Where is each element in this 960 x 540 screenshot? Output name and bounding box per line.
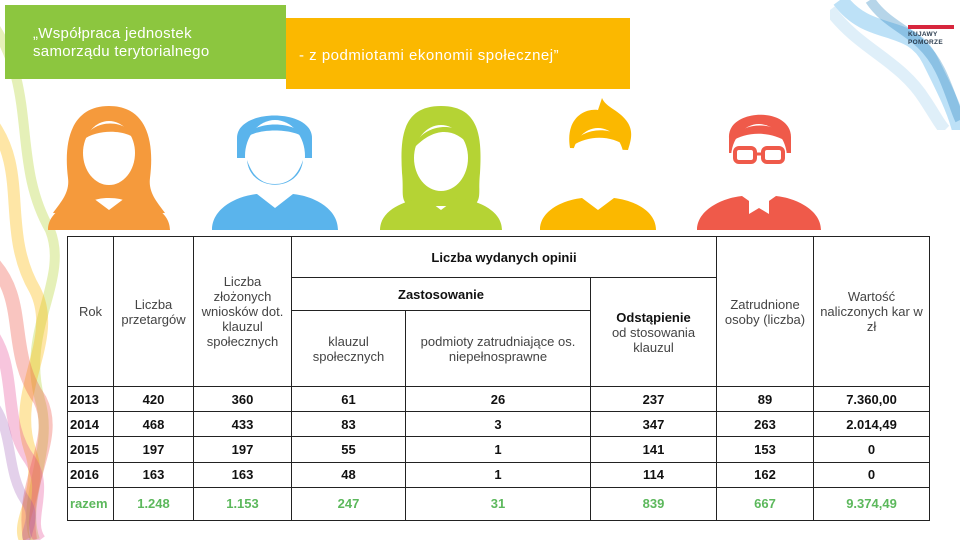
header-zastosowanie: Zastosowanie bbox=[291, 277, 591, 311]
decorative-ribbon-left bbox=[0, 0, 70, 540]
table-row: 2013 420 360 61 26 237 89 7.360,00 bbox=[67, 385, 931, 413]
logo-mark bbox=[908, 25, 954, 29]
title-line-1: „Współpraca jednostek bbox=[33, 25, 192, 42]
cell-wnioski: 433 bbox=[193, 411, 292, 438]
table-row-total: razem 1.248 1.153 247 31 839 667 9.374,4… bbox=[67, 486, 931, 522]
logo-text: KUJAWY POMORZE bbox=[908, 31, 943, 46]
header-liczba-opinii: Liczba wydanych opinii bbox=[290, 236, 718, 278]
cell-rok: 2016 bbox=[67, 461, 114, 488]
header-wnioski: Liczba złożonych wniosków dot. klauzul s… bbox=[193, 236, 292, 387]
cell-wnioski: 360 bbox=[193, 385, 292, 413]
cell-odstapienie: 839 bbox=[589, 486, 718, 522]
table-row: 2015 197 197 55 1 141 153 0 bbox=[67, 436, 931, 463]
header-odstapienie: Odstąpienie od stosowania klauzul bbox=[589, 277, 718, 387]
cell-klauzul: 83 bbox=[291, 411, 406, 438]
cell-wnioski: 163 bbox=[193, 461, 292, 488]
cell-odstapienie: 141 bbox=[589, 436, 718, 463]
cell-wnioski: 197 bbox=[193, 436, 292, 463]
cell-odstapienie: 237 bbox=[589, 385, 718, 413]
header-rok: Rok bbox=[67, 236, 114, 387]
cell-przetargi: 468 bbox=[113, 411, 194, 438]
woman-avatar-icon bbox=[380, 106, 502, 230]
cell-zatrudnione: 89 bbox=[716, 385, 815, 413]
cell-rok: razem bbox=[67, 486, 114, 522]
cell-klauzul: 48 bbox=[291, 461, 406, 488]
cell-odstapienie: 114 bbox=[589, 461, 718, 488]
cell-rok: 2013 bbox=[67, 385, 114, 413]
header-odstapienie-bold: Odstąpienie bbox=[616, 309, 691, 325]
header-przetargi: Liczba przetargów bbox=[113, 236, 194, 387]
header-klauzul: klauzul społecznych bbox=[291, 310, 406, 387]
woman-avatar-icon bbox=[48, 106, 170, 230]
title-box-green: „Współpraca jednostek samorządu terytori… bbox=[5, 5, 286, 79]
cell-klauzul: 247 bbox=[291, 486, 406, 522]
cell-przetargi: 197 bbox=[113, 436, 194, 463]
cell-przetargi: 1.248 bbox=[113, 486, 194, 522]
cell-wartosc: 7.360,00 bbox=[813, 385, 931, 413]
cell-zatrudnione: 162 bbox=[716, 461, 815, 488]
header-wartosc: Wartość naliczonych kar w zł bbox=[813, 236, 931, 387]
cell-podmioty: 31 bbox=[405, 486, 591, 522]
decorative-ribbon-right bbox=[830, 0, 960, 130]
cell-podmioty: 3 bbox=[405, 411, 591, 438]
bearded-man-avatar-icon bbox=[212, 115, 338, 230]
cell-przetargi: 420 bbox=[113, 385, 194, 413]
cell-podmioty: 1 bbox=[405, 436, 591, 463]
cell-wnioski: 1.153 bbox=[193, 486, 292, 522]
title-line-2: samorządu terytorialnego bbox=[33, 43, 210, 60]
title-line-3: - z podmiotami ekonomii społecznej” bbox=[299, 47, 560, 64]
man-avatar-icon bbox=[540, 98, 656, 230]
cell-klauzul: 55 bbox=[291, 436, 406, 463]
cell-rok: 2015 bbox=[67, 436, 114, 463]
cell-zatrudnione: 667 bbox=[716, 486, 815, 522]
table-row: 2016 163 163 48 1 114 162 0 bbox=[67, 461, 931, 488]
table-row: 2014 468 433 83 3 347 263 2.014,49 bbox=[67, 411, 931, 438]
cell-podmioty: 26 bbox=[405, 385, 591, 413]
cell-rok: 2014 bbox=[67, 411, 114, 438]
opinions-table: Rok Liczba przetargów Liczba złożonych w… bbox=[67, 236, 931, 522]
cell-przetargi: 163 bbox=[113, 461, 194, 488]
cell-odstapienie: 347 bbox=[589, 411, 718, 438]
cell-wartosc: 0 bbox=[813, 461, 931, 488]
kujawy-pomorze-logo: KUJAWY POMORZE bbox=[908, 25, 954, 51]
logo-text-line-1: KUJAWY bbox=[908, 31, 938, 38]
header-podmioty: podmioty zatrudniające os. niepełnospraw… bbox=[405, 310, 591, 387]
header-zatrudnione: Zatrudnione osoby (liczba) bbox=[716, 236, 815, 387]
cell-wartosc: 2.014,49 bbox=[813, 411, 931, 438]
cell-zatrudnione: 153 bbox=[716, 436, 815, 463]
header-odstapienie-rest: od stosowania klauzul bbox=[611, 324, 696, 355]
cell-wartosc: 0 bbox=[813, 436, 931, 463]
cell-klauzul: 61 bbox=[291, 385, 406, 413]
title-box-yellow: - z podmiotami ekonomii społecznej” bbox=[286, 18, 630, 89]
logo-text-line-2: POMORZE bbox=[908, 38, 943, 46]
cell-podmioty: 1 bbox=[405, 461, 591, 488]
man-with-glasses-avatar-icon bbox=[697, 114, 821, 230]
cell-zatrudnione: 263 bbox=[716, 411, 815, 438]
cell-wartosc: 9.374,49 bbox=[813, 486, 931, 522]
